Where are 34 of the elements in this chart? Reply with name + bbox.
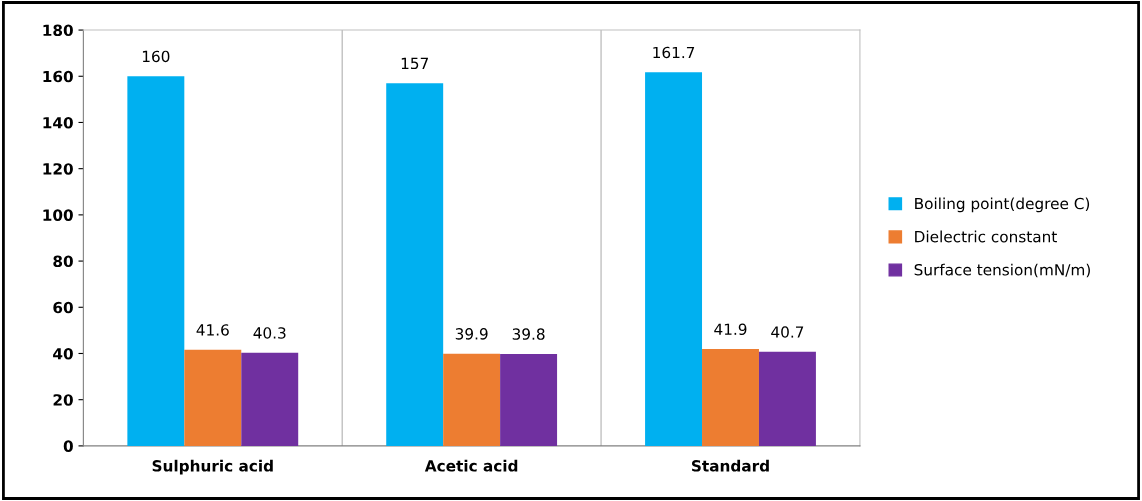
y-tick-label: 80: [53, 255, 73, 268]
data-label: 40.7: [771, 326, 804, 338]
bar: [702, 349, 759, 446]
data-label: 41.6: [196, 324, 229, 336]
data-label: 161.7: [653, 46, 695, 59]
bar: [500, 353, 558, 446]
y-tick-label: 20: [53, 394, 73, 406]
x-tick-label: Sulphuric acid: [152, 459, 273, 475]
legend-label: Dielectric constant: [915, 230, 1057, 243]
y-tick-label: 160: [43, 70, 73, 83]
x-tick-label: Acetic acid: [424, 459, 518, 472]
bar: [645, 72, 703, 446]
data-label: 40.3: [253, 327, 286, 339]
bar: [443, 353, 501, 446]
bar: [241, 352, 299, 446]
data-label: 39.8: [512, 328, 545, 340]
bar: [386, 83, 444, 446]
y-tick-label: 40: [53, 347, 73, 360]
y-tick-label: 60: [53, 301, 73, 314]
y-tick-label: 100: [43, 209, 73, 221]
bar: [127, 76, 185, 446]
data-label: 39.9: [455, 328, 488, 340]
bar: [758, 351, 816, 446]
legend-label: Surface tension(mN/m): [914, 263, 1090, 278]
legend-label: Boiling point(degree C): [915, 197, 1090, 213]
data-label: 41.9: [714, 323, 747, 336]
bar: [184, 349, 242, 446]
y-tick-label: 0: [63, 440, 73, 452]
data-label: 157: [401, 57, 428, 70]
y-tick-label: 140: [43, 116, 73, 129]
y-tick-label: 120: [43, 163, 73, 175]
x-tick-label: Standard: [691, 459, 769, 472]
y-tick-label: 180: [43, 24, 73, 37]
data-label: 160: [142, 50, 170, 63]
